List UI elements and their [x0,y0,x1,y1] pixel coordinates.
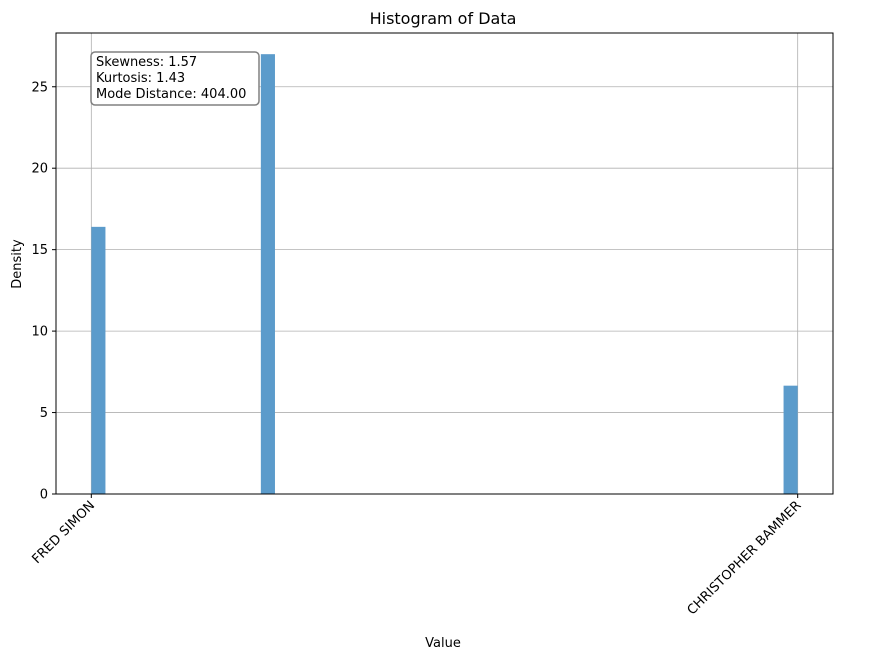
y-tick-label: 5 [40,406,48,421]
x-tick-label: FRED SIMON [29,498,98,567]
skewness-text: Skewness: 1.57 [96,55,197,70]
x-axis-ticks: FRED SIMON CHRISTOPHER BAMMER [29,494,805,618]
y-axis-ticks: 0 5 10 15 20 25 [31,80,56,503]
x-axis-label: Value [425,636,461,651]
chart-title: Histogram of Data [370,9,517,28]
y-axis-label: Density [10,239,25,289]
histogram-bar [91,226,106,494]
y-tick-label: 20 [31,162,48,177]
y-tick-label: 10 [31,325,48,340]
y-tick-label: 0 [40,488,48,503]
histogram-bar [260,54,275,495]
statistics-box [90,51,260,106]
x-tick-label: CHRISTOPHER BAMMER [685,498,805,618]
plot-area-frame [55,32,834,495]
statistics-annotation: Skewness: 1.57 Kurtosis: 1.43 Mode Dista… [90,51,260,106]
y-tick-label: 25 [31,80,48,95]
y-tick-label: 15 [31,243,48,258]
kurtosis-text: Kurtosis: 1.43 [96,71,185,86]
histogram-bar [783,385,798,494]
bars [91,54,798,495]
mode-distance-text: Mode Distance: 404.00 [96,87,246,102]
